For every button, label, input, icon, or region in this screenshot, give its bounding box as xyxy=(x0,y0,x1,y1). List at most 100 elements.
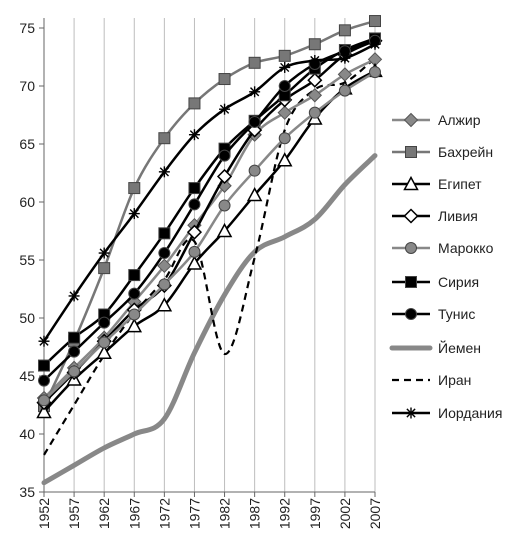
series-0-point-1972 xyxy=(157,258,172,274)
series-0-point-1997 xyxy=(307,88,323,103)
series-9-point-1977 xyxy=(188,129,200,141)
x-tick-label-1982: 1982 xyxy=(217,498,233,529)
series-1-point-1997 xyxy=(308,38,321,51)
series-6 xyxy=(38,34,381,387)
legend-item-0: Алжир xyxy=(392,112,481,128)
legend-label-6: Тунис xyxy=(438,306,475,322)
legend-label-5: Сирия xyxy=(438,274,479,290)
series-1-point-1972 xyxy=(158,132,171,145)
legend-label-3: Ливия xyxy=(438,208,478,224)
series-9-point-1957 xyxy=(68,290,80,302)
legend-label-0: Алжир xyxy=(438,112,481,128)
x-tick-label-1997: 1997 xyxy=(307,498,323,529)
tick-labels: 35 40 45 50 55 60 65 70 75 1952 1957 1962 1967 1972 19… xyxy=(19,20,383,529)
x-tick-label-1962: 1962 xyxy=(96,498,112,529)
series-9-point-2007 xyxy=(369,38,381,50)
legend-marker-2 xyxy=(403,175,419,191)
x-tick-label-1977: 1977 xyxy=(186,498,202,529)
series-1-point-1992 xyxy=(278,49,291,62)
series-5-point-1972 xyxy=(158,227,171,240)
legend: Алжир Бахрейн Египет Ливия Марокко Сирия Тунис… xyxy=(389,112,502,421)
series-9-point-1997 xyxy=(309,54,321,66)
series-7 xyxy=(41,153,378,486)
x-tick-label-1957: 1957 xyxy=(66,498,82,529)
series-1-point-1962 xyxy=(98,262,111,275)
legend-item-2: Египет xyxy=(392,175,482,192)
legend-marker-6 xyxy=(405,308,417,320)
series-2 xyxy=(36,62,383,419)
series-1-point-1967 xyxy=(128,182,141,195)
series-2-point-1962 xyxy=(96,344,112,360)
y-tick-label-55: 55 xyxy=(19,252,35,268)
series-1-point-1982 xyxy=(218,73,231,86)
series-0-point-2002 xyxy=(337,67,353,82)
series-4-point-1972 xyxy=(158,278,171,291)
series-9-point-1962 xyxy=(98,247,110,259)
legend-item-5: Сирия xyxy=(392,274,479,290)
series-6-point-1957 xyxy=(68,345,81,358)
series-1-point-1977 xyxy=(188,97,201,110)
series-1-point-2007 xyxy=(369,15,381,28)
legend-item-4: Марокко xyxy=(392,240,494,256)
series-4-point-1977 xyxy=(188,245,201,258)
series-2-point-1967 xyxy=(126,318,143,333)
series-1-point-2002 xyxy=(338,24,351,37)
series-lines xyxy=(36,15,383,486)
y-tick-label-35: 35 xyxy=(19,484,35,500)
series-5-point-1952 xyxy=(38,359,50,372)
series-4-point-1982 xyxy=(218,199,231,212)
series-1-point-1987 xyxy=(248,56,261,69)
legend-label-1: Бахрейн xyxy=(438,144,493,160)
series-2-point-1972 xyxy=(156,297,173,312)
series-6-point-1982 xyxy=(218,149,231,162)
series-6-point-1977 xyxy=(188,198,201,211)
series-2-point-1977 xyxy=(186,255,203,270)
series-4-point-1992 xyxy=(278,132,291,145)
x-tick-label-1972: 1972 xyxy=(156,498,172,529)
series-4-point-2007 xyxy=(369,66,381,79)
series-9-point-1992 xyxy=(279,61,291,73)
x-tick-label-1987: 1987 xyxy=(247,498,263,529)
series-9-point-1967 xyxy=(128,208,140,220)
legend-item-1: Бахрейн xyxy=(392,144,493,160)
series-6-point-1952 xyxy=(38,374,50,387)
series-4-point-1962 xyxy=(98,336,111,349)
series-4-point-1987 xyxy=(248,164,261,177)
series-2-point-1987 xyxy=(246,186,263,202)
series-4-point-2002 xyxy=(338,84,351,97)
series-6-point-1992 xyxy=(278,80,291,92)
x-tick-label-1967: 1967 xyxy=(126,498,142,529)
series-4 xyxy=(38,66,381,407)
y-tick-label-50: 50 xyxy=(19,310,35,326)
x-tick-label-2007: 2007 xyxy=(367,498,383,529)
series-3-point-1977 xyxy=(186,224,203,240)
legend-label-4: Марокко xyxy=(438,240,494,256)
legend-label-8: Иран xyxy=(438,372,471,388)
series-5-point-1977 xyxy=(188,182,201,195)
legend-marker-3 xyxy=(403,208,419,224)
series-9-point-1972 xyxy=(158,166,170,178)
series-9-point-1952 xyxy=(38,335,50,347)
y-tick-label-45: 45 xyxy=(19,368,35,384)
legend-item-3: Ливия xyxy=(392,208,478,224)
y-tick-label-75: 75 xyxy=(19,20,35,36)
series-4-point-1957 xyxy=(68,365,81,378)
series-3-point-1997 xyxy=(307,72,323,88)
x-tick-label-1952: 1952 xyxy=(36,498,52,529)
series-2-point-1952 xyxy=(36,403,52,419)
series-9 xyxy=(38,38,381,347)
legend-marker-0 xyxy=(403,112,419,128)
legend-item-7: Йемен xyxy=(389,339,481,356)
series-7-line xyxy=(41,153,378,486)
series-3-point-1982 xyxy=(216,168,233,185)
series-0-point-1992 xyxy=(277,105,292,120)
series-6-point-1987 xyxy=(248,115,261,128)
legend-label-7: Йемен xyxy=(438,339,481,356)
series-8-line xyxy=(43,57,376,456)
y-tick-label-70: 70 xyxy=(19,78,35,94)
legend-item-9: Иордания xyxy=(392,405,502,421)
legend-marker-9 xyxy=(405,407,417,419)
x-tick-label-1992: 1992 xyxy=(277,498,293,529)
x-tick-label-2002: 2002 xyxy=(337,498,353,529)
